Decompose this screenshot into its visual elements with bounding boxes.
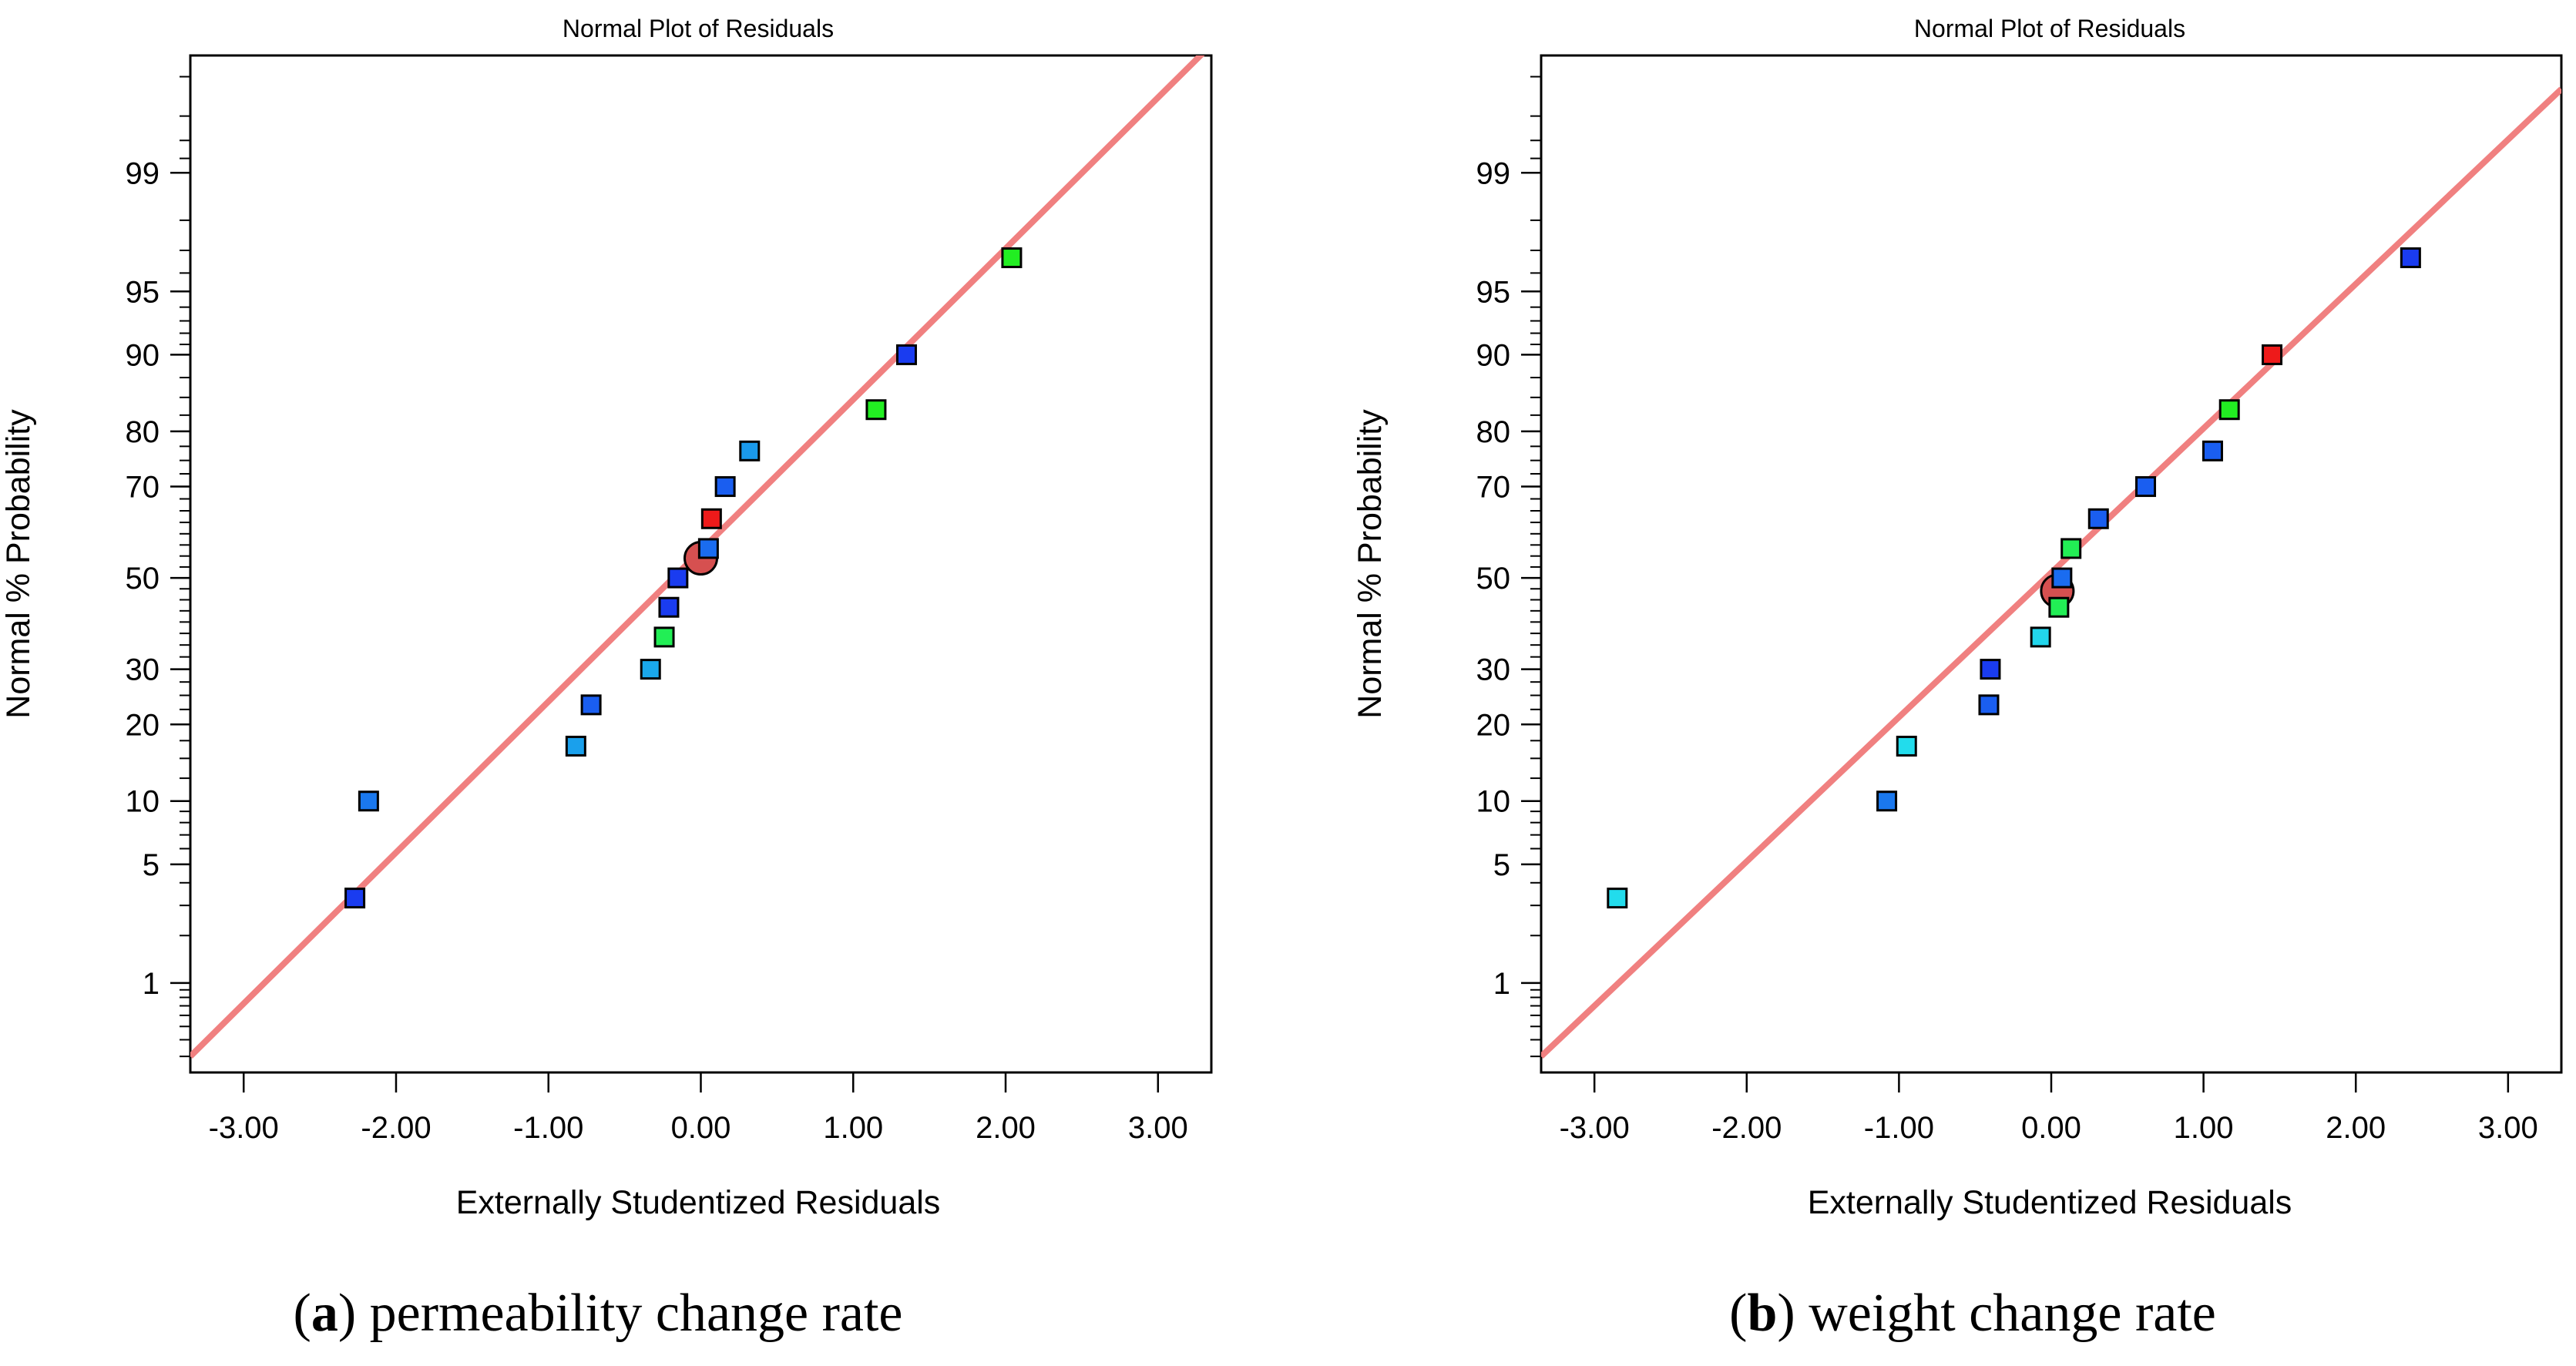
y-tick-label: 10 [1476, 785, 1511, 819]
data-point [2051, 567, 2073, 589]
x-axis-label: Externally Studentized Residuals [456, 1184, 941, 1221]
caption-open-paren: ( [294, 1284, 311, 1343]
x-tick-label: -2.00 [1711, 1111, 1782, 1145]
caption-text: permeability change rate [370, 1284, 903, 1343]
y-tick-label: 95 [126, 275, 160, 309]
x-tick-label: 2.00 [2326, 1111, 2386, 1145]
y-axis-label: Normal % Probability [0, 409, 37, 719]
y-tick-label: 30 [1476, 653, 1511, 687]
y-tick-label: 50 [1476, 562, 1511, 596]
x-tick-label: 3.00 [1128, 1111, 1188, 1145]
x-tick-label: -1.00 [1864, 1111, 1934, 1145]
data-point [865, 399, 887, 421]
panel-caption: (b) weight change rate [1729, 1284, 2216, 1343]
data-point [2048, 596, 2070, 618]
data-point [667, 567, 689, 589]
data-point [2202, 440, 2223, 461]
data-point [697, 538, 719, 559]
y-tick-label: 50 [126, 562, 160, 596]
data-point [2030, 626, 2051, 648]
data-point [2087, 508, 2109, 529]
data-point [1980, 659, 2001, 680]
y-tick-label: 30 [126, 653, 160, 687]
x-tick-label: 1.00 [823, 1111, 883, 1145]
y-tick-label: 5 [143, 848, 160, 882]
x-tick-label: 1.00 [2174, 1111, 2234, 1145]
y-tick-label: 70 [126, 471, 160, 505]
y-axis-label: Normal % Probability [1352, 409, 1389, 719]
data-point [344, 888, 366, 909]
data-point [640, 659, 661, 680]
data-point [1876, 790, 1898, 812]
chart-title: Normal Plot of Residuals [563, 15, 834, 42]
y-tick-label: 80 [1476, 415, 1511, 449]
x-tick-label: 0.00 [2021, 1111, 2081, 1145]
data-point [358, 790, 379, 812]
data-point [2400, 247, 2421, 269]
y-tick-label: 99 [126, 156, 160, 190]
data-point [700, 508, 722, 529]
data-point [1978, 694, 2000, 716]
y-tick-label: 80 [126, 415, 160, 449]
x-tick-label: 3.00 [2478, 1111, 2538, 1145]
data-point [739, 440, 761, 461]
y-tick-label: 70 [1476, 471, 1511, 505]
data-point [2060, 538, 2082, 559]
data-point [714, 476, 736, 498]
data-point [565, 735, 586, 757]
plot-frame [1540, 54, 2563, 1074]
x-tick-label: -3.00 [1560, 1111, 1630, 1145]
y-tick-label: 90 [126, 338, 160, 372]
x-tick-label: 2.00 [976, 1111, 1036, 1145]
y-tick-label: 90 [1476, 338, 1511, 372]
panel-a: Normal Plot of Residuals 1 5 10 20 30 50 70 80 90… [0, 15, 1213, 1343]
x-axis-label: Externally Studentized Residuals [1808, 1184, 2292, 1221]
y-tick-label: 99 [1476, 156, 1511, 190]
x-tick-label: 0.00 [671, 1111, 731, 1145]
x-tick-label: -1.00 [513, 1111, 583, 1145]
caption-text: weight change rate [1809, 1284, 2216, 1343]
panel-b: Normal Plot of Residuals 1 5 10 20 30 50 70 80 90… [1352, 15, 2563, 1343]
y-tick-label: 1 [1493, 967, 1510, 1001]
data-point [653, 626, 675, 648]
y-tick-label: 10 [126, 785, 160, 819]
y-tick-label: 95 [1476, 275, 1511, 309]
data-point [1607, 888, 1628, 909]
caption-close-paren: ) [338, 1284, 370, 1343]
x-tick-label: -2.00 [361, 1111, 431, 1145]
y-tick-label: 20 [126, 708, 160, 742]
x-tick-label: -3.00 [209, 1111, 279, 1145]
data-point [1001, 247, 1023, 269]
data-point [895, 344, 917, 365]
y-tick-label: 5 [1493, 848, 1510, 882]
data-point [2218, 399, 2240, 421]
y-tick-label: 20 [1476, 708, 1511, 742]
caption-letter: b [1747, 1284, 1777, 1343]
chart-title: Normal Plot of Residuals [1914, 15, 2185, 42]
data-point [1896, 735, 1917, 757]
data-point [2262, 344, 2283, 365]
data-point [580, 694, 602, 716]
data-point [2135, 476, 2157, 498]
panel-caption: (a) permeability change rate [294, 1284, 903, 1343]
reference-line [1541, 86, 2561, 1059]
caption-open-paren: ( [1729, 1284, 1747, 1343]
data-point [658, 596, 680, 618]
caption-close-paren: ) [1777, 1284, 1809, 1343]
y-tick-label: 1 [143, 967, 160, 1001]
caption-letter: a [311, 1284, 338, 1343]
